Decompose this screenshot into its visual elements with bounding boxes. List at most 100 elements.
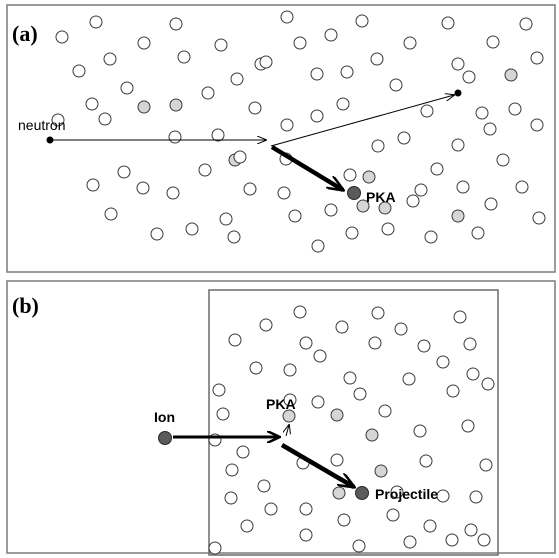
a-lattice-atom <box>166 186 180 200</box>
a-displaced-atom <box>169 98 183 112</box>
a-lattice-atom <box>456 180 470 194</box>
projectile-label: Projectile <box>375 486 438 502</box>
a-lattice-atom <box>233 150 247 164</box>
a-lattice-atom <box>211 128 225 142</box>
b-lattice-atom <box>299 528 313 542</box>
b-displaced-atom <box>332 486 346 500</box>
b-lattice-atom <box>463 337 477 351</box>
a-lattice-atom <box>98 112 112 126</box>
a-lattice-atom <box>420 104 434 118</box>
b-lattice-atom <box>386 508 400 522</box>
a-displaced-atom <box>451 209 465 223</box>
a-lattice-atom <box>89 15 103 29</box>
b-lattice-atom <box>353 387 367 401</box>
a-lattice-atom <box>370 52 384 66</box>
a-lattice-atom <box>227 230 241 244</box>
b-lattice-atom <box>225 463 239 477</box>
a-displaced-atom <box>362 170 376 184</box>
a-lattice-atom <box>324 28 338 42</box>
a-lattice-atom <box>451 57 465 71</box>
b-lattice-atom <box>461 419 475 433</box>
b-lattice-atom <box>423 519 437 533</box>
a-lattice-atom <box>441 16 455 30</box>
b-lattice-atom <box>402 372 416 386</box>
a-lattice-atom <box>55 30 69 44</box>
a-lattice-atom <box>496 153 510 167</box>
projectile-path <box>280 443 354 487</box>
a-lattice-atom <box>311 239 325 253</box>
a-lattice-atom <box>530 118 544 132</box>
a-lattice-atom <box>219 212 233 226</box>
a-lattice-atom <box>243 182 257 196</box>
a-lattice-atom <box>277 186 291 200</box>
b-lattice-atom <box>299 336 313 350</box>
panel-b-frame <box>6 280 556 554</box>
b-displaced-atom <box>365 428 379 442</box>
pka-label-a: PKA <box>366 189 396 205</box>
b-lattice-atom <box>236 445 250 459</box>
a-lattice-atom <box>532 211 546 225</box>
a-lattice-atom <box>136 181 150 195</box>
b-lattice-atom <box>313 349 327 363</box>
a-lattice-atom <box>484 197 498 211</box>
a-lattice-atom <box>185 222 199 236</box>
b-displaced-atom <box>374 464 388 478</box>
b-lattice-atom <box>469 490 483 504</box>
b-lattice-atom <box>413 424 427 438</box>
b-lattice-atom <box>378 404 392 418</box>
a-lattice-atom <box>86 178 100 192</box>
b-lattice-atom <box>403 535 417 549</box>
b-lattice-atom <box>368 336 382 350</box>
b-lattice-atom <box>264 502 278 516</box>
a-lattice-atom <box>397 131 411 145</box>
a-lattice-atom <box>345 226 359 240</box>
a-lattice-atom <box>371 139 385 153</box>
b-lattice-atom <box>293 305 307 319</box>
a-lattice-atom <box>414 183 428 197</box>
panel-a-lattice <box>51 10 546 253</box>
pka-atom-a <box>347 186 361 200</box>
b-lattice-atom <box>445 533 459 547</box>
a-lattice-atom <box>324 203 338 217</box>
a-lattice-atom <box>430 162 444 176</box>
panel-b-lattice <box>208 305 495 555</box>
b-lattice-atom <box>259 318 273 332</box>
a-lattice-atom <box>530 51 544 65</box>
b-lattice-atom <box>224 491 238 505</box>
b-lattice-atom <box>464 523 478 537</box>
b-lattice-atom <box>299 502 313 516</box>
a-lattice-atom <box>508 102 522 116</box>
a-lattice-atom <box>424 230 438 244</box>
b-lattice-atom <box>419 454 433 468</box>
a-displaced-atom <box>504 68 518 82</box>
b-lattice-atom <box>446 384 460 398</box>
b-lattice-atom <box>479 458 493 472</box>
a-lattice-atom <box>293 36 307 50</box>
b-lattice-atom <box>343 371 357 385</box>
neutron-scattered-path <box>270 95 454 147</box>
b-lattice-atom <box>394 322 408 336</box>
a-lattice-atom <box>343 168 357 182</box>
a-lattice-atom <box>336 97 350 111</box>
a-lattice-atom <box>230 72 244 86</box>
neutron-end-dot <box>454 89 462 97</box>
b-lattice-atom <box>436 355 450 369</box>
a-lattice-atom <box>248 101 262 115</box>
ion-atom <box>158 431 172 445</box>
a-lattice-atom <box>214 38 228 52</box>
a-lattice-atom <box>103 52 117 66</box>
panel-a-frame <box>6 4 556 273</box>
a-lattice-atom <box>381 222 395 236</box>
a-lattice-atom <box>475 106 489 120</box>
a-lattice-atom <box>169 17 183 31</box>
ion-label: Ion <box>154 409 175 425</box>
a-lattice-atom <box>104 207 118 221</box>
b-lattice-atom <box>337 513 351 527</box>
a-lattice-atom <box>389 78 403 92</box>
b-lattice-atom <box>216 407 230 421</box>
a-lattice-atom <box>483 122 497 136</box>
a-displaced-atom <box>137 100 151 114</box>
a-lattice-atom <box>150 227 164 241</box>
a-lattice-atom <box>462 70 476 84</box>
